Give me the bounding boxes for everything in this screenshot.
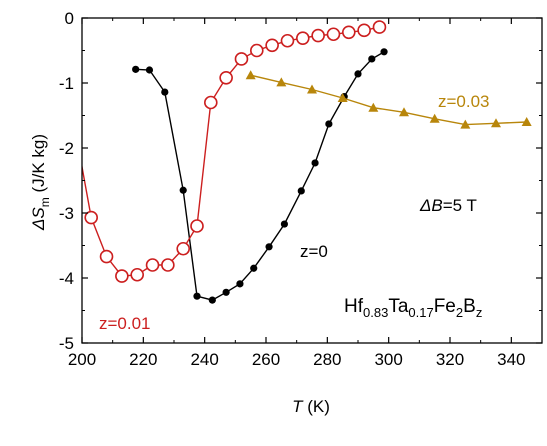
- y-tick-label: -2: [59, 139, 74, 158]
- composition-label: Hf0.83Ta0.17Fe2Bz: [344, 296, 482, 320]
- x-axis-label: T (K): [292, 397, 330, 416]
- data-point: [245, 70, 256, 80]
- data-point: [341, 25, 356, 40]
- data-point: [236, 280, 244, 288]
- label-z0: z=0: [300, 242, 328, 261]
- data-point: [491, 118, 501, 128]
- series-z-0-03: [245, 70, 532, 129]
- data-point: [249, 43, 264, 58]
- data-point: [297, 187, 305, 195]
- data-point: [99, 249, 114, 264]
- data-point: [326, 27, 341, 42]
- data-point: [280, 33, 295, 48]
- x-axis-ticks: 200 220 240 260 280 300 320 340: [68, 18, 526, 369]
- data-point: [222, 288, 230, 296]
- data-point: [372, 20, 387, 34]
- data-point: [115, 269, 129, 283]
- x-tick-label: 320: [436, 350, 464, 369]
- data-point: [161, 88, 169, 96]
- data-point: [337, 92, 348, 102]
- data-point: [311, 159, 319, 167]
- x-tick-label: 220: [129, 350, 157, 369]
- x-tick-label: 260: [252, 350, 280, 369]
- data-point: [311, 28, 325, 43]
- data-point: [521, 117, 532, 126]
- y-axis-ticks: 0 -1 -2 -3 -4 -5: [59, 9, 542, 353]
- series-line-z-0: [135, 51, 385, 301]
- series-layer: [64, 20, 532, 304]
- data-point: [161, 258, 175, 272]
- series-z-0-01: [64, 20, 387, 283]
- y-tick-label: 0: [65, 9, 74, 28]
- x-tick-label: 300: [374, 350, 402, 369]
- data-point: [265, 243, 273, 251]
- series-line-z-0-03: [250, 74, 527, 126]
- data-point: [325, 120, 333, 128]
- data-point: [399, 107, 409, 117]
- data-point: [354, 70, 362, 78]
- y-tick-label: -3: [59, 204, 74, 223]
- data-point: [368, 102, 379, 112]
- data-point: [84, 210, 98, 225]
- data-point: [265, 38, 279, 53]
- data-point: [204, 95, 218, 110]
- data-point: [276, 77, 287, 87]
- x-tick-label: 280: [313, 350, 341, 369]
- series-line-z-0-01: [82, 26, 380, 277]
- data-point: [280, 220, 288, 228]
- y-tick-label: -4: [59, 269, 74, 288]
- data-point: [295, 31, 310, 45]
- data-point: [130, 267, 144, 282]
- data-point: [307, 84, 317, 94]
- data-point: [145, 66, 154, 74]
- data-point: [429, 113, 440, 123]
- field-label: ΔB=5 T: [419, 196, 477, 215]
- label-z001: z=0.01: [99, 314, 151, 333]
- data-point: [193, 292, 201, 300]
- data-point: [190, 219, 204, 233]
- data-point: [145, 258, 160, 272]
- data-point: [219, 71, 233, 85]
- x-tick-label: 200: [68, 350, 96, 369]
- data-point: [179, 186, 187, 194]
- data-point: [357, 23, 371, 38]
- data-point: [64, 93, 76, 105]
- data-point: [368, 55, 376, 63]
- data-point: [208, 296, 216, 304]
- data-point: [460, 119, 471, 129]
- data-point: [176, 241, 190, 256]
- y-axis-label: ΔSm (J/K kg): [29, 134, 52, 231]
- data-point: [380, 48, 388, 56]
- x-tick-label: 340: [497, 350, 525, 369]
- y-tick-label: -1: [59, 74, 74, 93]
- data-point: [132, 65, 140, 73]
- data-point: [234, 52, 249, 66]
- data-point: [250, 264, 258, 272]
- label-z003: z=0.03: [438, 92, 490, 111]
- x-tick-label: 240: [190, 350, 218, 369]
- y-tick-label: -5: [59, 334, 74, 353]
